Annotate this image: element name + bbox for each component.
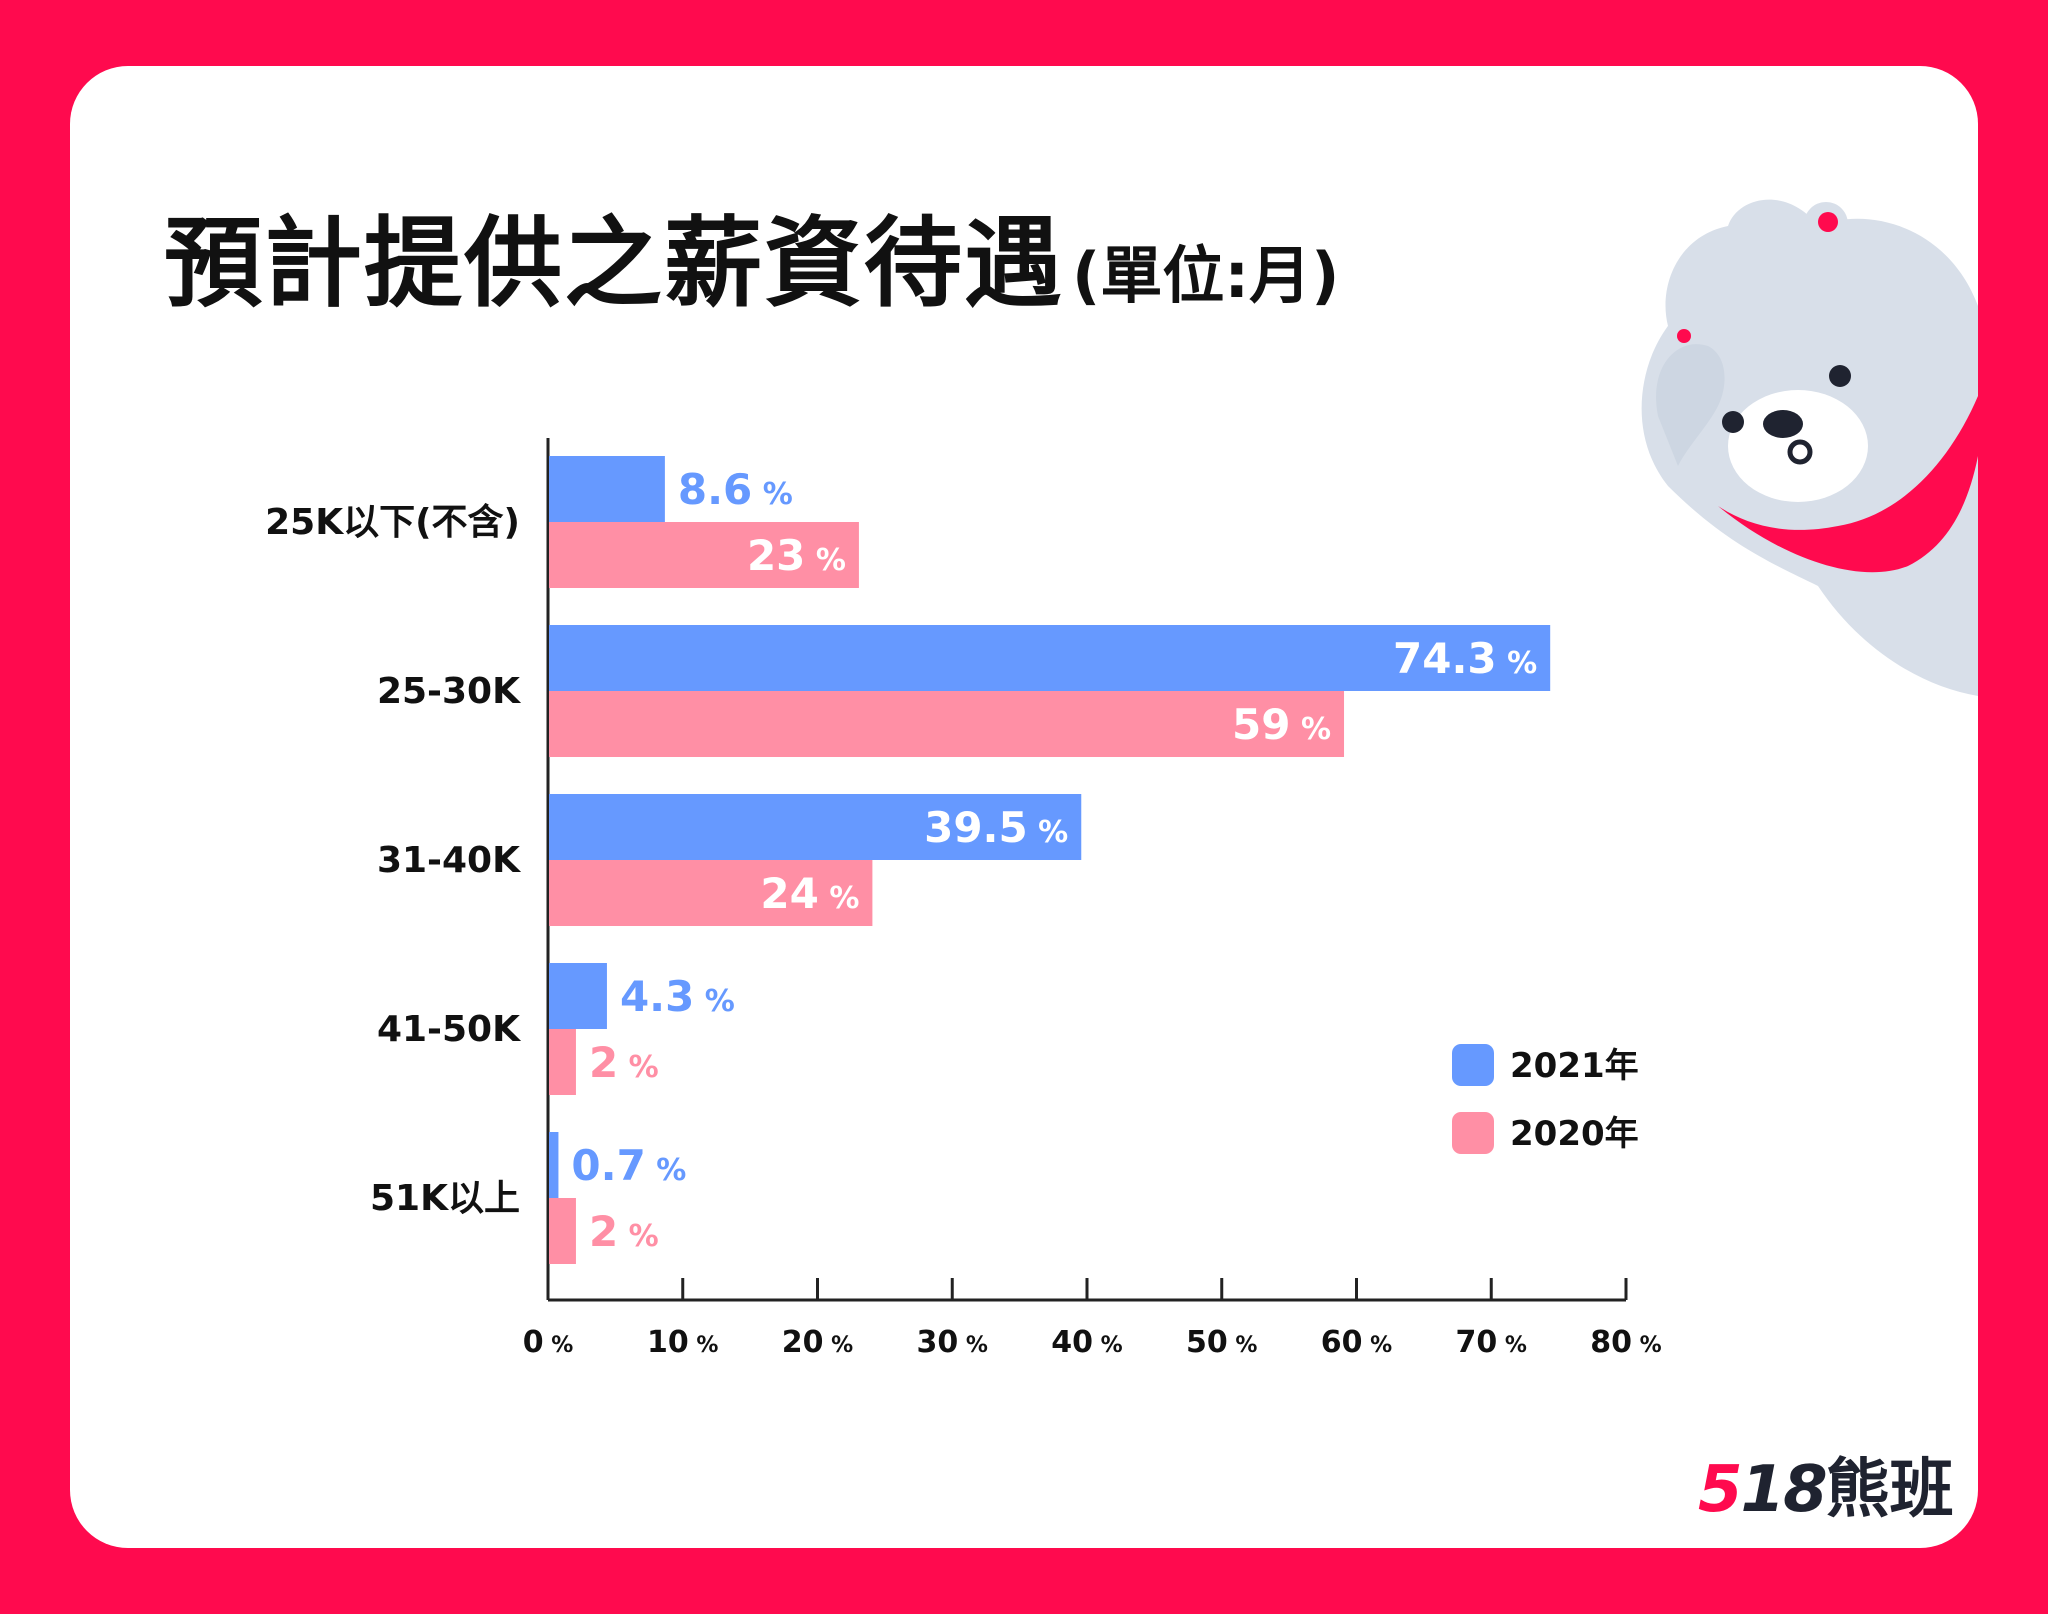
data-label-2020-4: 2 % — [589, 1207, 659, 1256]
x-tick-label-40: 40 % — [1051, 1325, 1122, 1360]
bar-2020-3 — [549, 1029, 576, 1095]
category-label-1: 25-30K — [377, 671, 521, 712]
bear-mascot-icon — [1641, 199, 1978, 696]
data-label-2021-2: 39.5 % — [924, 803, 1068, 852]
category-label-3: 41-50K — [377, 1009, 521, 1050]
bar-chart: 0 % 10 % 20 % 30 % 40 % 50 % 60 % 70 % 80 % 25K以下… — [265, 438, 1662, 1360]
legend-swatch-2021 — [1452, 1044, 1494, 1086]
legend-label-2021: 2021年 — [1510, 1046, 1639, 1086]
bar-2021-1 — [549, 625, 1551, 691]
title-unit: (單位:月) — [1072, 239, 1340, 312]
bar-2021-3 — [549, 963, 607, 1029]
brand-logo: 518熊班 — [1698, 1438, 1954, 1530]
data-label-2021-3: 4.3 % — [620, 972, 735, 1021]
data-label-2021-1: 74.3 % — [1393, 634, 1537, 683]
x-tick-label-20: 20 % — [782, 1325, 853, 1360]
bar-2021-4 — [549, 1132, 559, 1198]
x-tick-label-50: 50 % — [1186, 1325, 1257, 1360]
bar-2020-2 — [549, 860, 873, 926]
x-tick-label-70: 70 % — [1456, 1325, 1527, 1360]
logo-number: 18 — [1740, 1453, 1828, 1527]
title-main: 預計提供之薪資待遇 — [164, 207, 1065, 321]
data-label-2020-2: 24 % — [760, 869, 859, 918]
category-label-4: 51K以上 — [370, 1178, 520, 1219]
logo-text: 熊班 — [1825, 1453, 1954, 1527]
bar-2020-0 — [549, 522, 859, 588]
x-tick-label-30: 30 % — [917, 1325, 988, 1360]
x-tick-label-60: 60 % — [1321, 1325, 1392, 1360]
x-tick-label-80: 80 % — [1590, 1325, 1661, 1360]
chart-card: 預計提供之薪資待遇 (單位:月) 0 % 10 % 20 % 30 % 40 % 50 % 6… — [70, 66, 1978, 1548]
data-label-2021-0: 8.6 % — [678, 465, 793, 514]
bar-2021-0 — [549, 456, 665, 522]
x-tick-label-10: 10 % — [647, 1325, 718, 1360]
legend-label-2020: 2020年 — [1510, 1114, 1639, 1154]
data-label-2020-1: 59 % — [1232, 700, 1331, 749]
bar-2020-1 — [549, 691, 1345, 757]
x-tick-label-0: 0 % — [523, 1325, 574, 1360]
logo-accent: 5 — [1698, 1453, 1743, 1527]
data-label-2020-3: 2 % — [589, 1038, 659, 1087]
bar-2021-2 — [549, 794, 1082, 860]
bar-2020-4 — [549, 1198, 576, 1264]
legend-swatch-2020 — [1452, 1112, 1494, 1154]
data-label-2021-4: 0.7 % — [571, 1141, 686, 1190]
category-label-2: 31-40K — [377, 840, 521, 881]
category-label-0: 25K以下(不含) — [265, 502, 520, 543]
chart-title: 預計提供之薪資待遇 (單位:月) — [164, 184, 1339, 326]
data-label-2020-0: 23 % — [747, 531, 846, 580]
